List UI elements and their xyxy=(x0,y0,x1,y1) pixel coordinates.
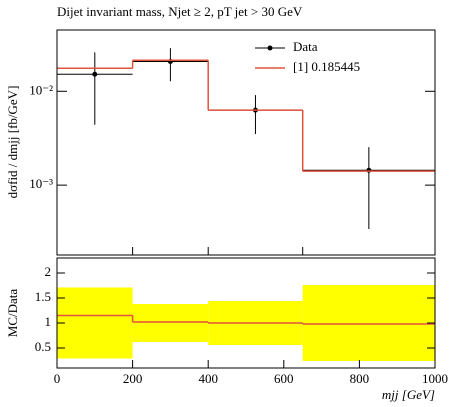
uncertainty-band xyxy=(302,285,435,361)
legend-label: [1] 0.185445 xyxy=(293,59,360,74)
legend-swatch xyxy=(267,45,273,51)
x-tick-label: 400 xyxy=(198,371,218,386)
uncertainty-band xyxy=(132,304,209,342)
frame xyxy=(56,29,436,256)
chart-title: Dijet invariant mass, Njet ≥ 2, pT jet >… xyxy=(57,4,303,19)
y-axis-label: dσfid / dmjj [fb/GeV] xyxy=(5,86,20,199)
legend-label: Data xyxy=(293,39,318,54)
data-point xyxy=(92,71,98,77)
y-tick-label: 2 xyxy=(45,264,52,279)
ratio-y-axis-label: MC/Data xyxy=(5,289,20,338)
x-tick-label: 600 xyxy=(274,371,294,386)
x-tick-label: 800 xyxy=(350,371,370,386)
x-axis-label: mjj [GeV] xyxy=(382,387,435,402)
y-tick-label: 10⁻² xyxy=(29,82,53,97)
y-tick-label: 1 xyxy=(45,314,52,329)
y-tick-label: 10⁻³ xyxy=(29,176,53,191)
x-tick-label: 0 xyxy=(54,371,61,386)
frame xyxy=(56,257,436,369)
uncertainty-band xyxy=(57,287,133,359)
y-tick-label: 1.5 xyxy=(35,289,51,304)
x-tick-label: 200 xyxy=(123,371,143,386)
y-tick-label: 0.5 xyxy=(35,339,51,354)
x-tick-label: 1000 xyxy=(422,371,448,386)
data-point xyxy=(366,167,372,173)
